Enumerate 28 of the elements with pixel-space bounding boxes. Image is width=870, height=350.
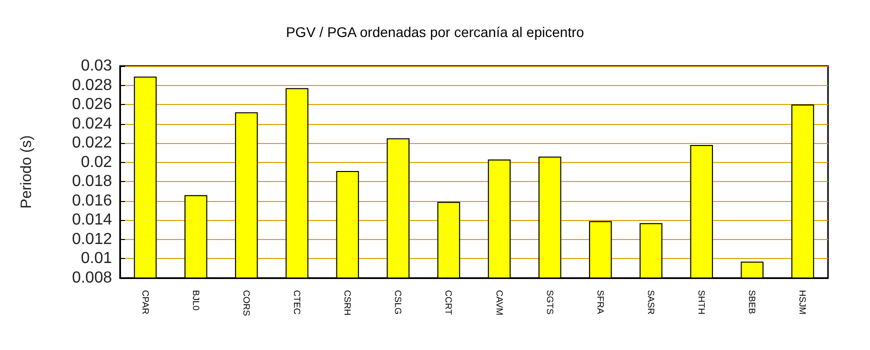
y-tick-label: 0.01 [80, 250, 112, 268]
y-tick-label: 0.028 [72, 76, 112, 94]
x-tick-label: CSRH [342, 290, 353, 316]
y-tick-label: 0.03 [80, 58, 112, 74]
y-tick-label: 0.014 [72, 212, 112, 229]
y-tick-label: 0.018 [72, 173, 112, 190]
x-tick-label: SFRA [595, 290, 606, 314]
x-tick-label: SGTS [544, 290, 555, 315]
chart-title: PGV / PGA ordenadas por cercanía al epicentro [286, 24, 584, 40]
x-tick-label: BJL0 [190, 290, 201, 311]
y-tick-label: 0.012 [72, 230, 112, 248]
x-tick-label: SBEB [747, 290, 758, 314]
x-tick-label: CORS [241, 290, 252, 316]
y-tick-label: 0.016 [72, 192, 112, 210]
x-tick-label: CPAR [140, 290, 150, 315]
y-tick-label: 0.02 [80, 154, 112, 171]
y-tick-label: 0.022 [72, 134, 112, 152]
y-axis-title: Periodo (s) [18, 135, 35, 209]
x-tick-label: SHTH [696, 290, 707, 314]
y-tick-label: 0.026 [72, 96, 112, 114]
x-tick-label: CCRT [444, 290, 454, 316]
x-tick-label: CAVM [494, 290, 504, 316]
y-tick-label: 0.024 [72, 115, 112, 132]
y-tick-label: 0.008 [72, 270, 112, 286]
x-tick-label: SASR [646, 290, 656, 316]
x-tick-label: CTEC [292, 290, 302, 315]
x-tick-label: CSLG [393, 290, 404, 315]
x-tick-label: HSJM [798, 290, 808, 314]
